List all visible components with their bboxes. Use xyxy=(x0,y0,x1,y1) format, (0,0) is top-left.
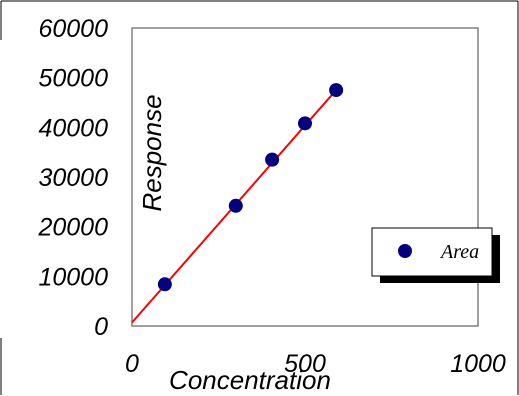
data-point xyxy=(228,198,243,213)
legend-box xyxy=(371,227,493,277)
x-axis-title: Concentration xyxy=(169,365,331,395)
x-tick-labels: 0 500 1000 xyxy=(125,350,506,378)
y-tick-label: 60000 xyxy=(38,15,108,43)
x-tick-label: 500 xyxy=(284,350,326,378)
data-point xyxy=(298,116,312,131)
series-area-points xyxy=(157,83,344,292)
data-point xyxy=(329,83,344,98)
y-axis-title: Response xyxy=(137,94,167,211)
y-tick-label: 50000 xyxy=(38,65,108,93)
legend-marker xyxy=(398,244,412,258)
y-tick-labels: 0 10000 20000 30000 40000 50000 60000 xyxy=(37,15,108,341)
data-point xyxy=(157,277,172,292)
y-tick-label: 30000 xyxy=(38,164,108,192)
y-tick-label: 20000 xyxy=(37,214,108,242)
y-tick-label: 40000 xyxy=(38,114,108,142)
legend: Area xyxy=(371,227,500,283)
x-tick-label: 0 xyxy=(125,350,139,378)
y-tick-label: 0 xyxy=(94,313,108,341)
y-tick-label: 10000 xyxy=(38,263,108,291)
legend-label-area: Area xyxy=(439,241,479,263)
x-tick-label: 1000 xyxy=(450,350,506,378)
data-point xyxy=(265,152,280,167)
